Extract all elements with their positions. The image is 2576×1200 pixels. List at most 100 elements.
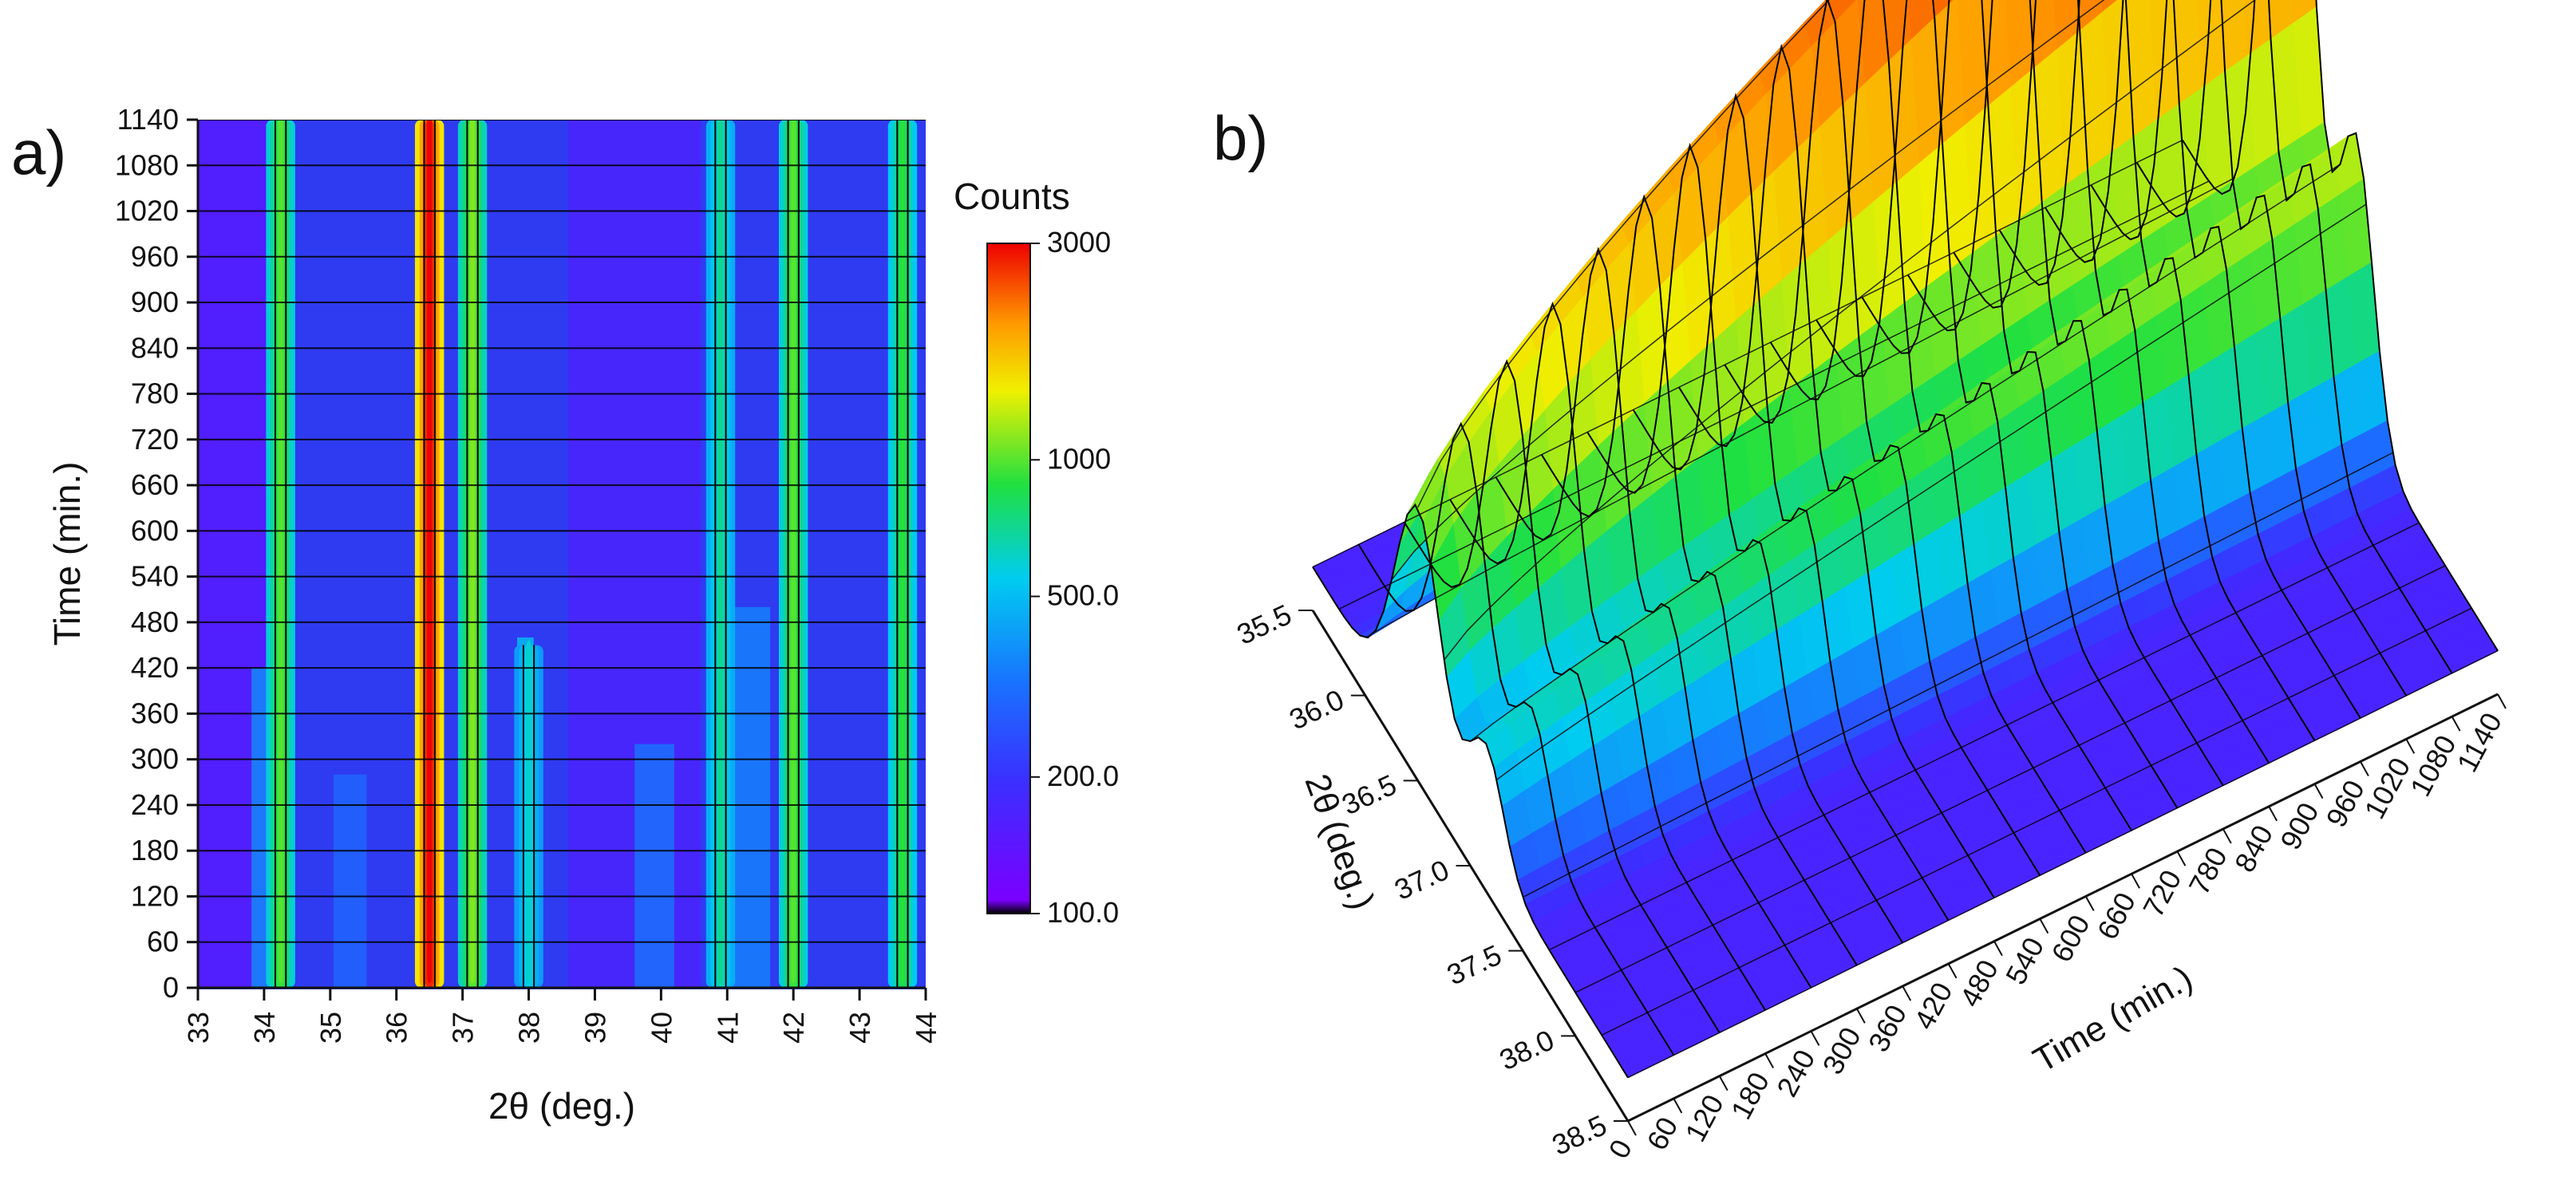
surface-theta-line: [1495, 203, 2367, 781]
b-time-axis-line: [1627, 693, 2499, 1123]
b-time-tick-label-180: 180: [1725, 1067, 1776, 1124]
y-tick-label-660: 660: [131, 468, 179, 501]
x-tick-label-40: 40: [645, 1012, 678, 1044]
b-time-tick-720: [2176, 851, 2187, 866]
colorbar-tick-label-3000: 3000: [1047, 226, 1111, 259]
surface-theta-line: [1312, 139, 2183, 568]
heatmap-plot-area: [198, 120, 926, 989]
surface-theta-line: [1470, 164, 2341, 742]
y-tick-label-960: 960: [131, 240, 179, 273]
peak-34.25-band-4: [278, 120, 283, 983]
surface-theta-line: [1627, 649, 2499, 1079]
b-time-tick-label-900: 900: [2274, 797, 2325, 855]
b-time-tick-label-540: 540: [1999, 932, 2050, 989]
b-theta-tick-label-35.5: 35.5: [1232, 598, 1297, 651]
b-time-tick-120: [1718, 1076, 1729, 1091]
x-tick-label-35: 35: [314, 1012, 347, 1044]
peak-42-band-4: [791, 120, 796, 983]
y-tick-label-720: 720: [131, 423, 179, 456]
b-time-tick-label-660: 660: [2091, 887, 2142, 945]
surface-theta-line: [1522, 452, 2393, 898]
y-tick-label-1020: 1020: [115, 195, 179, 227]
b-time-tick-label-780: 780: [2182, 842, 2233, 899]
b-time-tick-540: [2039, 918, 2049, 934]
b-time-tick-240: [1810, 1030, 1820, 1046]
y-tick-label-900: 900: [131, 286, 179, 318]
peak-43.65-band-4: [900, 120, 905, 983]
b-time-tick-label-360: 360: [1862, 1000, 1913, 1057]
peak-40.9-band-4: [718, 120, 723, 983]
x-tick-label-39: 39: [579, 1012, 611, 1044]
surface-theta-line: [1417, 0, 1830, 508]
b-time-tick-360: [1902, 985, 1912, 1001]
b-time-tick-420: [1947, 963, 1958, 979]
b-x-axis-label: Time (min.): [2027, 958, 2199, 1080]
colorbar-tick-label-100.0: 100.0: [1047, 896, 1119, 929]
b-time-tick-1020: [2405, 738, 2416, 754]
y-tick-label-180: 180: [131, 834, 179, 866]
surface-theta-line: [1548, 522, 2420, 951]
b-theta-tick-label-38.5: 38.5: [1547, 1108, 1612, 1162]
y-tick-label-240: 240: [131, 788, 179, 821]
b-time-tick-label-480: 480: [1954, 954, 2005, 1012]
y-tick-label-420: 420: [131, 651, 179, 684]
x-tick-label-44: 44: [910, 1012, 942, 1044]
surface-theta-line: [1391, 0, 2105, 581]
b-time-tick-480: [1993, 941, 2003, 957]
heatmap-background: [198, 120, 926, 989]
y-tick-label-1140: 1140: [117, 103, 179, 136]
b-time-tick-1080: [2451, 716, 2461, 732]
x-tick-label-37: 37: [447, 1012, 480, 1044]
colorbar-title: Counts: [954, 176, 1070, 217]
b-time-tick-60: [1673, 1098, 1683, 1114]
panel-a-label: a): [11, 117, 66, 188]
peak-37.15-band-4: [470, 120, 475, 983]
y-tick-label-1080: 1080: [115, 148, 179, 181]
colorbar-tick-label-1000: 1000: [1047, 442, 1111, 475]
b-time-tick-600: [2084, 895, 2095, 911]
b-theta-tick-label-37.5: 37.5: [1442, 938, 1507, 992]
b-time-tick-840: [2268, 806, 2278, 822]
b-time-tick-300: [1855, 1008, 1866, 1024]
b-time-tick-label-120: 120: [1678, 1089, 1729, 1147]
b-time-tick-1140: [2497, 693, 2507, 709]
b-time-tick-label-1140: 1140: [2451, 708, 2509, 778]
b-time-tick-780: [2222, 828, 2232, 844]
y-tick-label-600: 600: [131, 514, 179, 547]
x-tick-label-41: 41: [711, 1012, 744, 1044]
surface-theta-line: [1365, 176, 2236, 639]
y-tick-label-300: 300: [131, 743, 179, 776]
y-tick-label-480: 480: [131, 606, 179, 638]
b-theta-tick-label-37.0: 37.0: [1389, 853, 1454, 906]
x-tick-label-36: 36: [381, 1012, 413, 1044]
b-time-tick-label-420: 420: [1907, 977, 1958, 1034]
b-time-tick-900: [2313, 784, 2324, 799]
b-time-tick-label-600: 600: [2045, 910, 2096, 967]
y-tick-label-360: 360: [131, 697, 179, 729]
b-time-tick-960: [2360, 760, 2369, 776]
surface-theta-line: [1574, 565, 2446, 993]
colorbar-tick-label-500.0: 500.0: [1047, 579, 1119, 612]
y-tick-label-0: 0: [163, 971, 179, 1004]
x-tick-label-43: 43: [844, 1012, 876, 1044]
surface-panel: b) 0 601201802403003604204805406006607207…: [1213, 0, 2508, 1163]
surface-theta-line: [1601, 607, 2472, 1036]
surface-plot: [1312, 0, 2499, 1079]
y-tick-label-780: 780: [131, 377, 179, 410]
y-tick-label-540: 540: [131, 560, 179, 593]
x-tick-label-34: 34: [248, 1012, 281, 1044]
peak-36.5-band-4: [427, 120, 433, 983]
b-time-tick-180: [1764, 1053, 1774, 1069]
x-tick-label-42: 42: [777, 1012, 810, 1044]
peak-38-band-4: [526, 640, 531, 983]
panel-b-label: b): [1213, 103, 1268, 173]
b-time-tick-label-300: 300: [1815, 1022, 1867, 1080]
early-hump-1: [333, 774, 367, 988]
y-axis-label: Time (min.): [46, 462, 88, 646]
b-time-tick-label-720: 720: [2136, 865, 2187, 922]
colorbar: [986, 243, 1031, 914]
y-tick-label-840: 840: [131, 331, 179, 364]
x-axis-label: 2θ (deg.): [488, 1085, 635, 1127]
colorbar-tick-label-200.0: 200.0: [1047, 760, 1119, 792]
